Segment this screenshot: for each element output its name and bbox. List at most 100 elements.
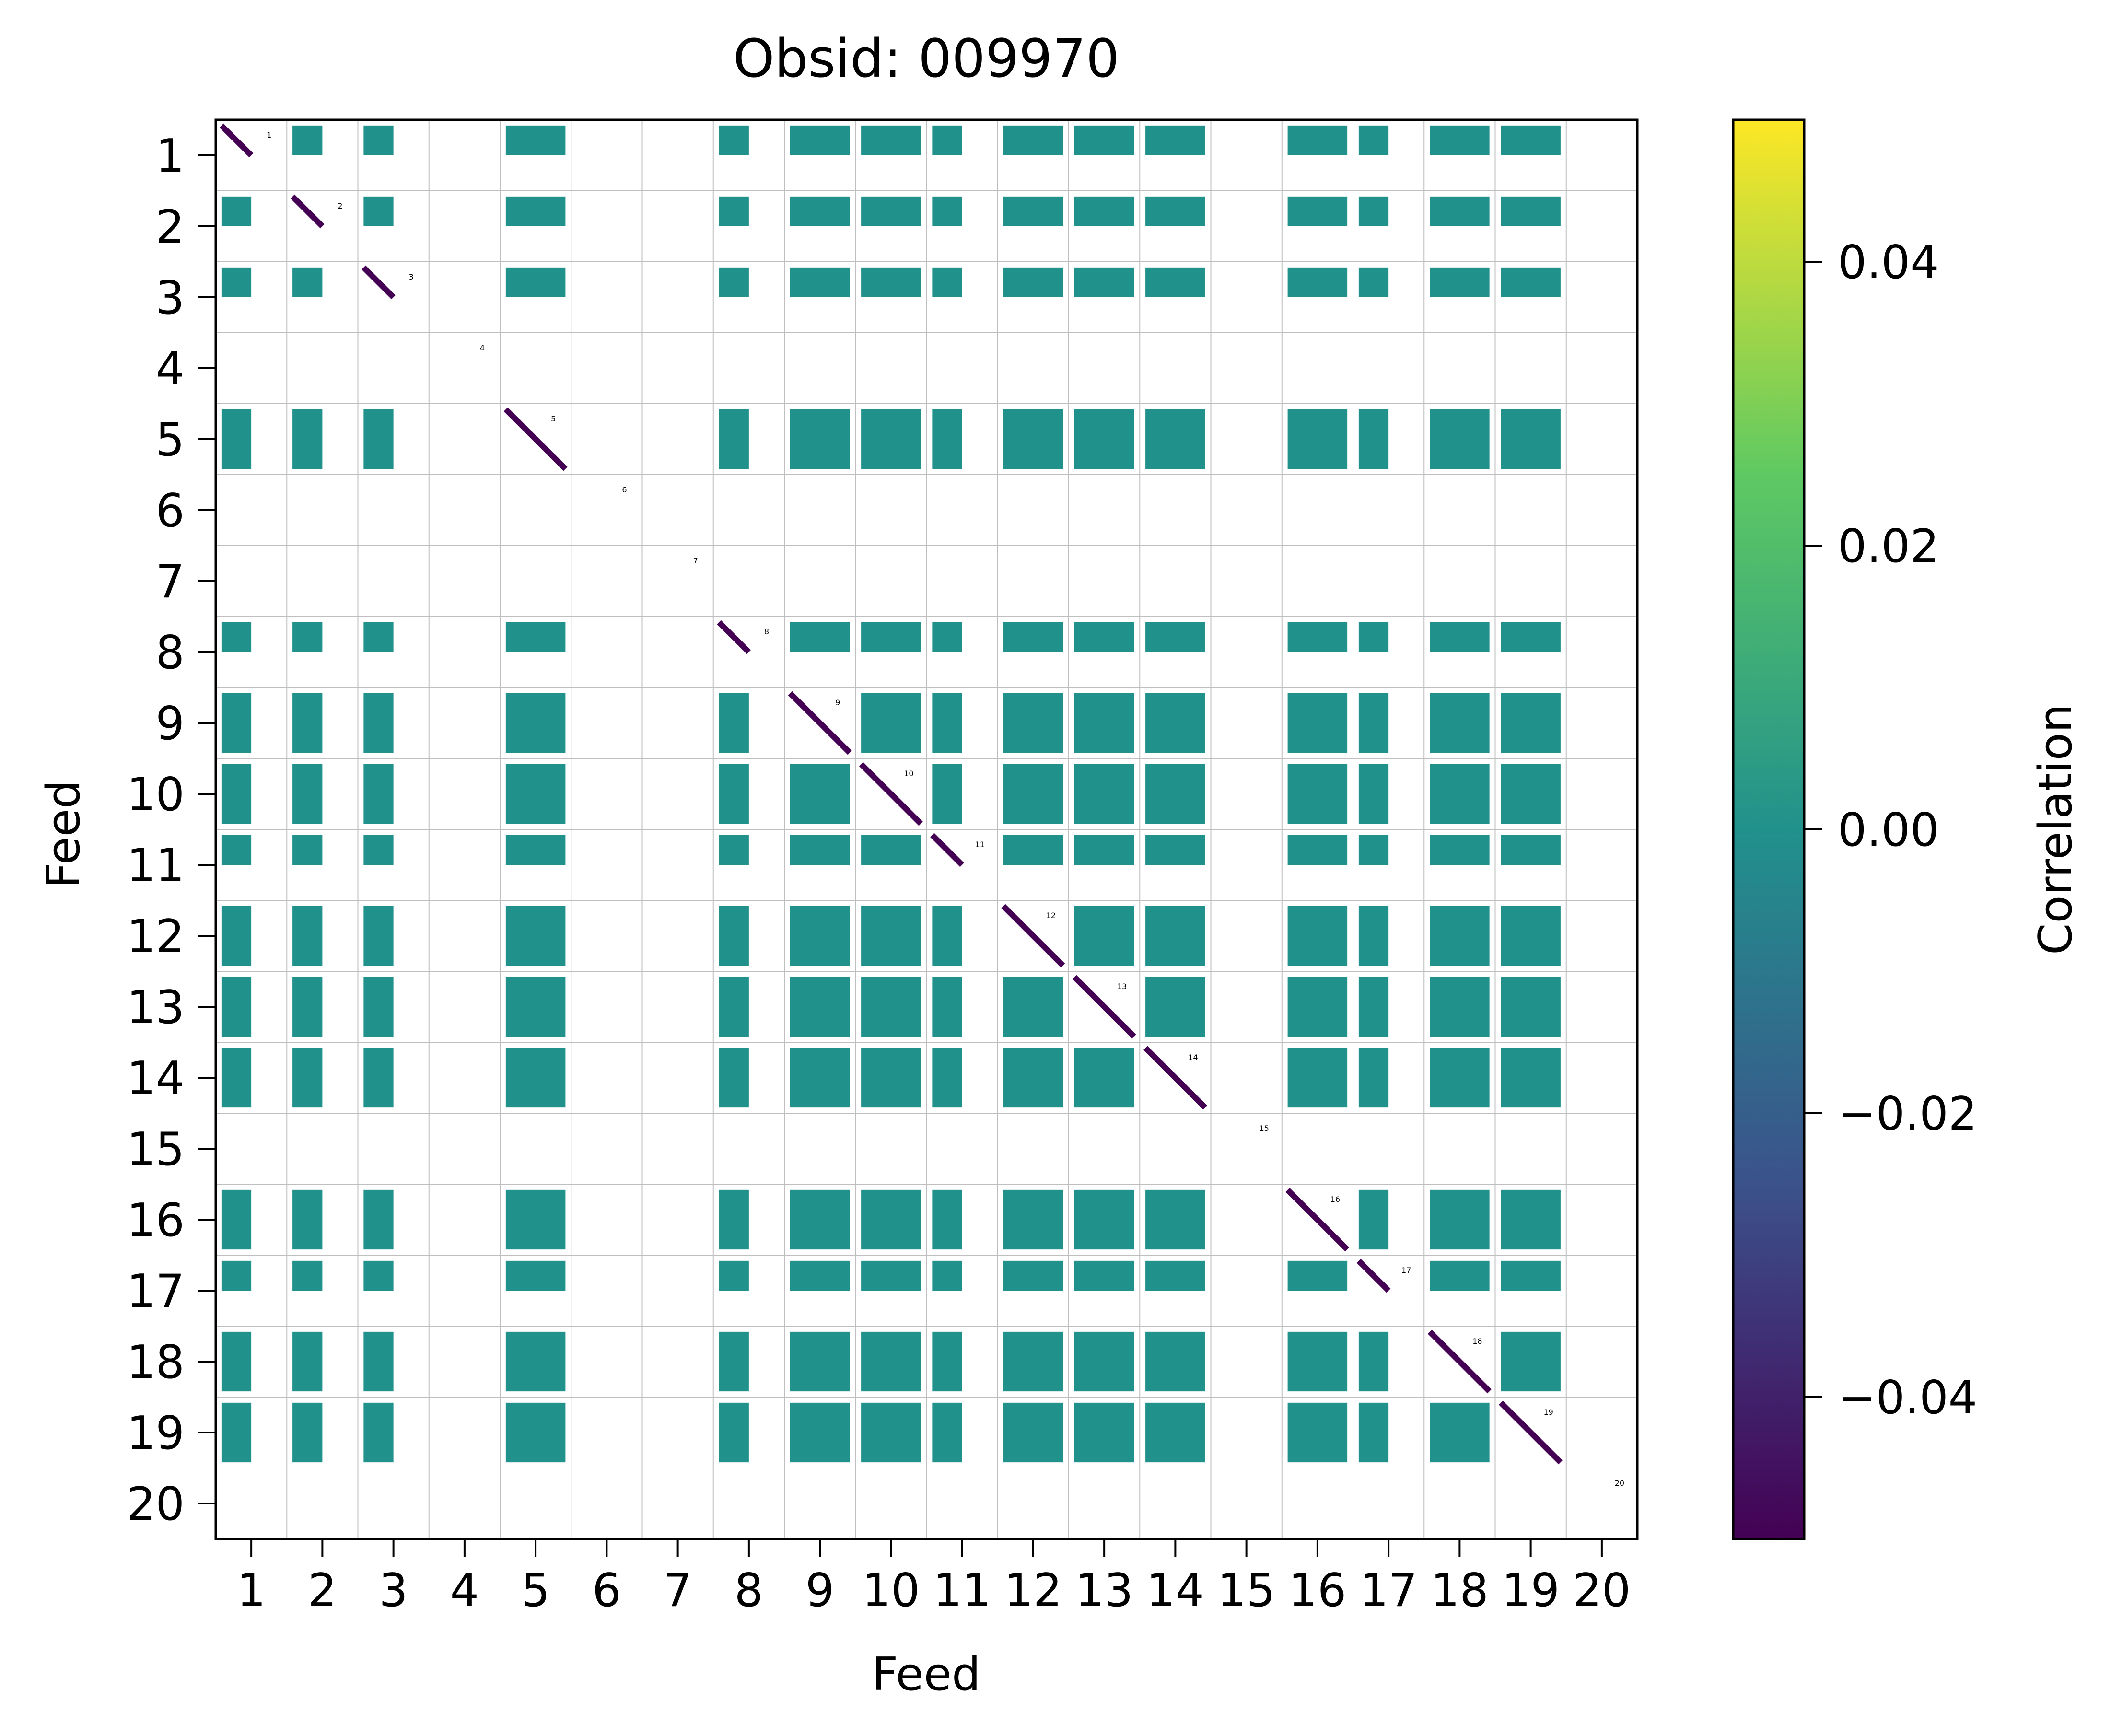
y-axis-label: Feed — [37, 780, 90, 889]
corr-block-18-2 — [292, 1331, 323, 1392]
x-tick-label: 10 — [862, 1564, 920, 1617]
corr-block-11-1 — [221, 835, 252, 865]
corr-block-17-3 — [363, 1260, 394, 1291]
colorbar — [1732, 118, 1806, 1540]
corr-block-14-8 — [719, 1048, 749, 1108]
corr-block-3-12 — [1003, 267, 1063, 297]
corr-block-8-12 — [1003, 622, 1063, 652]
corr-block-13-16 — [1287, 977, 1348, 1037]
corr-block-5-8 — [719, 409, 749, 469]
corr-block-11-8 — [719, 835, 749, 865]
corr-block-5-16 — [1287, 409, 1348, 469]
corr-block-9-17 — [1358, 693, 1389, 753]
corr-block-8-11 — [932, 622, 962, 652]
corr-block-10-3 — [363, 764, 394, 824]
x-tick-label: 8 — [735, 1564, 763, 1617]
corr-block-10-2 — [292, 764, 323, 824]
corr-block-16-11 — [932, 1189, 962, 1250]
corr-block-1-8 — [719, 125, 749, 155]
x-tick-label: 11 — [933, 1564, 991, 1617]
corr-block-5-19 — [1501, 409, 1561, 469]
corr-block-13-1 — [221, 977, 252, 1037]
corr-block-9-2 — [292, 693, 323, 753]
corr-block-12-11 — [932, 906, 962, 966]
corr-block-18-8 — [719, 1331, 749, 1392]
y-tick-label: 15 — [127, 1123, 185, 1176]
colorbar-tick-label: 0.00 — [1838, 804, 1939, 857]
corr-block-19-5 — [505, 1402, 566, 1463]
x-tick-label: 5 — [521, 1564, 550, 1617]
corr-block-5-9 — [790, 409, 850, 469]
diagonal-label: 5 — [551, 414, 556, 423]
corr-block-19-2 — [292, 1402, 323, 1463]
corr-block-16-13 — [1074, 1189, 1134, 1250]
x-tick-label: 6 — [592, 1564, 621, 1617]
corr-block-8-18 — [1430, 622, 1490, 652]
corr-block-13-19 — [1501, 977, 1561, 1037]
corr-block-9-13 — [1074, 693, 1134, 753]
corr-block-1-11 — [932, 125, 962, 155]
corr-block-18-13 — [1074, 1331, 1134, 1392]
corr-block-17-1 — [221, 1260, 252, 1291]
corr-block-9-11 — [932, 693, 962, 753]
corr-block-9-3 — [363, 693, 394, 753]
corr-block-16-14 — [1145, 1189, 1205, 1250]
corr-block-1-16 — [1287, 125, 1348, 155]
corr-block-5-2 — [292, 409, 323, 469]
corr-block-19-8 — [719, 1402, 749, 1463]
corr-block-10-8 — [719, 764, 749, 824]
corr-block-2-10 — [861, 196, 921, 226]
diagonal-block-5 — [503, 407, 568, 471]
corr-block-11-3 — [363, 835, 394, 865]
corr-block-2-18 — [1430, 196, 1490, 226]
corr-block-2-9 — [790, 196, 850, 226]
corr-block-1-5 — [505, 125, 566, 155]
chart-title: Obsid: 009970 — [733, 28, 1120, 89]
diagonal-label: 13 — [1117, 982, 1127, 991]
corr-block-9-8 — [719, 693, 749, 753]
corr-block-12-19 — [1501, 906, 1561, 966]
corr-block-18-16 — [1287, 1331, 1348, 1392]
diagonal-block-13 — [1072, 975, 1136, 1039]
corr-block-5-18 — [1430, 409, 1490, 469]
corr-block-11-13 — [1074, 835, 1134, 865]
corr-block-17-13 — [1074, 1260, 1134, 1291]
x-tick-label: 12 — [1004, 1564, 1062, 1617]
corr-block-11-12 — [1003, 835, 1063, 865]
x-tick-label: 2 — [308, 1564, 337, 1617]
corr-block-9-18 — [1430, 693, 1490, 753]
plot-frame — [214, 118, 1639, 1540]
corr-block-19-18 — [1430, 1402, 1490, 1463]
diagonal-label: 17 — [1401, 1266, 1411, 1275]
corr-block-11-18 — [1430, 835, 1490, 865]
corr-block-8-1 — [221, 622, 252, 652]
y-tick-label: 9 — [156, 698, 185, 750]
diagonal-label: 10 — [904, 769, 913, 778]
corr-block-13-10 — [861, 977, 921, 1037]
corr-block-3-13 — [1074, 267, 1134, 297]
corr-block-3-1 — [221, 267, 252, 297]
corr-block-11-17 — [1358, 835, 1389, 865]
corr-block-8-13 — [1074, 622, 1134, 652]
x-axis-label: Feed — [872, 1648, 981, 1701]
corr-block-18-19 — [1501, 1331, 1561, 1392]
corr-block-2-8 — [719, 196, 749, 226]
corr-block-9-1 — [221, 693, 252, 753]
y-tick-label: 17 — [127, 1265, 185, 1318]
y-tick-label: 10 — [127, 769, 185, 821]
y-tick-label: 1 — [156, 130, 185, 183]
diagonal-block-14 — [1143, 1046, 1207, 1110]
corr-block-12-1 — [221, 906, 252, 966]
corr-block-14-9 — [790, 1048, 850, 1108]
corr-block-9-5 — [505, 693, 566, 753]
corr-block-12-13 — [1074, 906, 1134, 966]
corr-block-16-3 — [363, 1189, 394, 1250]
x-tick-label: 7 — [663, 1564, 692, 1617]
corr-block-16-10 — [861, 1189, 921, 1250]
y-tick-label: 2 — [156, 201, 185, 254]
y-tick-label: 20 — [127, 1478, 185, 1531]
corr-block-18-17 — [1358, 1331, 1389, 1392]
corr-block-12-9 — [790, 906, 850, 966]
corr-block-3-5 — [505, 267, 566, 297]
